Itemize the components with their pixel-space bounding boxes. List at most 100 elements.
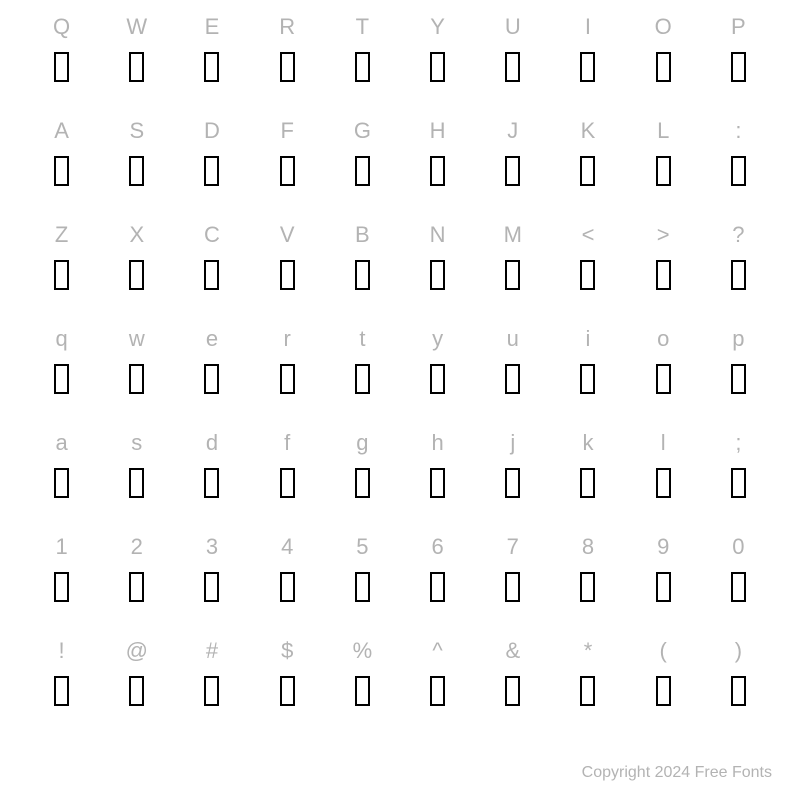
glyph-placeholder — [54, 468, 69, 498]
glyph-placeholder — [656, 364, 671, 394]
glyph-placeholder — [580, 156, 595, 186]
char-cell: j — [475, 426, 550, 530]
glyph-placeholder — [430, 52, 445, 82]
char-cell: 5 — [325, 530, 400, 634]
char-label: h — [431, 426, 443, 460]
glyph-placeholder — [129, 676, 144, 706]
char-label: d — [206, 426, 218, 460]
char-label: O — [655, 10, 672, 44]
char-label: s — [131, 426, 142, 460]
glyph-placeholder — [505, 156, 520, 186]
char-label: G — [354, 114, 371, 148]
char-label: Z — [55, 218, 68, 252]
char-label: > — [657, 218, 670, 252]
glyph-placeholder — [355, 572, 370, 602]
char-cell: 9 — [626, 530, 701, 634]
char-cell: h — [400, 426, 475, 530]
char-label: @ — [126, 634, 148, 668]
char-label: * — [584, 634, 593, 668]
glyph-placeholder — [731, 52, 746, 82]
glyph-placeholder — [656, 468, 671, 498]
char-label: < — [582, 218, 595, 252]
char-cell: R — [250, 10, 325, 114]
char-label: F — [280, 114, 293, 148]
char-label: 7 — [507, 530, 519, 564]
char-label: U — [505, 10, 521, 44]
char-cell: ? — [701, 218, 776, 322]
char-cell: e — [174, 322, 249, 426]
char-label: ! — [59, 634, 65, 668]
glyph-placeholder — [505, 572, 520, 602]
glyph-placeholder — [129, 156, 144, 186]
char-label: $ — [281, 634, 293, 668]
glyph-placeholder — [580, 468, 595, 498]
glyph-placeholder — [580, 676, 595, 706]
char-label: g — [356, 426, 368, 460]
char-cell: J — [475, 114, 550, 218]
char-cell: Y — [400, 10, 475, 114]
glyph-placeholder — [280, 156, 295, 186]
char-label: j — [510, 426, 515, 460]
char-label: D — [204, 114, 220, 148]
char-cell: * — [550, 634, 625, 738]
char-label: ^ — [432, 634, 442, 668]
glyph-placeholder — [204, 468, 219, 498]
char-label: 1 — [55, 530, 67, 564]
glyph-placeholder — [129, 364, 144, 394]
glyph-placeholder — [355, 260, 370, 290]
glyph-placeholder — [580, 572, 595, 602]
glyph-placeholder — [129, 572, 144, 602]
char-cell: @ — [99, 634, 174, 738]
char-cell: F — [250, 114, 325, 218]
char-cell: L — [626, 114, 701, 218]
glyph-placeholder — [430, 572, 445, 602]
char-label: S — [129, 114, 144, 148]
glyph-placeholder — [280, 364, 295, 394]
char-label: T — [356, 10, 369, 44]
char-cell: E — [174, 10, 249, 114]
glyph-placeholder — [731, 364, 746, 394]
glyph-placeholder — [54, 364, 69, 394]
char-label: J — [507, 114, 518, 148]
char-cell: S — [99, 114, 174, 218]
glyph-placeholder — [204, 572, 219, 602]
glyph-placeholder — [580, 364, 595, 394]
char-cell: f — [250, 426, 325, 530]
char-label: ? — [732, 218, 744, 252]
char-cell: P — [701, 10, 776, 114]
char-cell: ( — [626, 634, 701, 738]
char-label: % — [353, 634, 373, 668]
glyph-placeholder — [505, 260, 520, 290]
char-label: : — [735, 114, 741, 148]
char-label: 5 — [356, 530, 368, 564]
char-label: 4 — [281, 530, 293, 564]
glyph-placeholder — [54, 572, 69, 602]
char-label: f — [284, 426, 290, 460]
glyph-placeholder — [129, 52, 144, 82]
glyph-placeholder — [656, 572, 671, 602]
char-label: A — [54, 114, 69, 148]
char-cell: g — [325, 426, 400, 530]
char-cell: O — [626, 10, 701, 114]
char-label: X — [129, 218, 144, 252]
glyph-placeholder — [731, 156, 746, 186]
glyph-placeholder — [204, 364, 219, 394]
glyph-placeholder — [54, 260, 69, 290]
char-label: l — [661, 426, 666, 460]
glyph-placeholder — [204, 676, 219, 706]
char-label: I — [585, 10, 591, 44]
char-cell: G — [325, 114, 400, 218]
glyph-placeholder — [430, 260, 445, 290]
char-label: 3 — [206, 530, 218, 564]
glyph-placeholder — [430, 156, 445, 186]
char-cell: T — [325, 10, 400, 114]
char-cell: C — [174, 218, 249, 322]
char-label: w — [129, 322, 145, 356]
glyph-placeholder — [430, 364, 445, 394]
char-cell: a — [24, 426, 99, 530]
char-cell: Q — [24, 10, 99, 114]
char-label: Y — [430, 10, 445, 44]
char-label: E — [205, 10, 220, 44]
char-label: 9 — [657, 530, 669, 564]
char-cell: ) — [701, 634, 776, 738]
